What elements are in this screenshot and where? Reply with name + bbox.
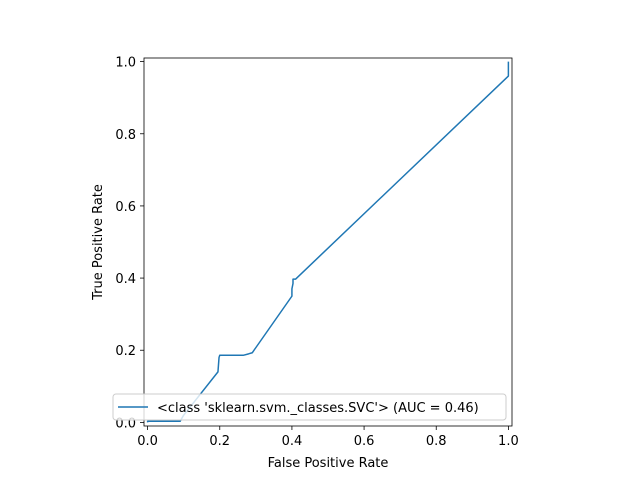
axes-frame — [143, 57, 513, 427]
y-axis-label: True Positive Rate — [91, 184, 106, 301]
legend: <class 'sklearn.svm._classes.SVC'> (AUC … — [112, 393, 507, 421]
x-axis-label: False Positive Rate — [268, 456, 389, 471]
x-axis-ticks: 0.0 0.2 0.4 0.6 0.8 1.0 — [137, 426, 519, 449]
y-tick-label: 0.6 — [115, 200, 136, 215]
x-tick-label: 0.2 — [209, 434, 230, 449]
x-tick-label: 0.4 — [282, 434, 303, 449]
y-tick-label: 1.0 — [115, 56, 136, 71]
x-tick-label: 1.0 — [498, 434, 519, 449]
x-tick-label: 0.6 — [354, 434, 375, 449]
x-tick-label: 0.8 — [426, 434, 447, 449]
x-tick-label: 0.0 — [137, 434, 158, 449]
legend-entry-label: <class 'sklearn.svm._classes.SVC'> (AUC … — [157, 401, 479, 416]
y-tick-label: 0.4 — [115, 272, 136, 287]
legend-box — [112, 393, 507, 421]
y-tick-label: 0.2 — [115, 344, 136, 359]
y-tick-label: 0.8 — [115, 128, 136, 143]
